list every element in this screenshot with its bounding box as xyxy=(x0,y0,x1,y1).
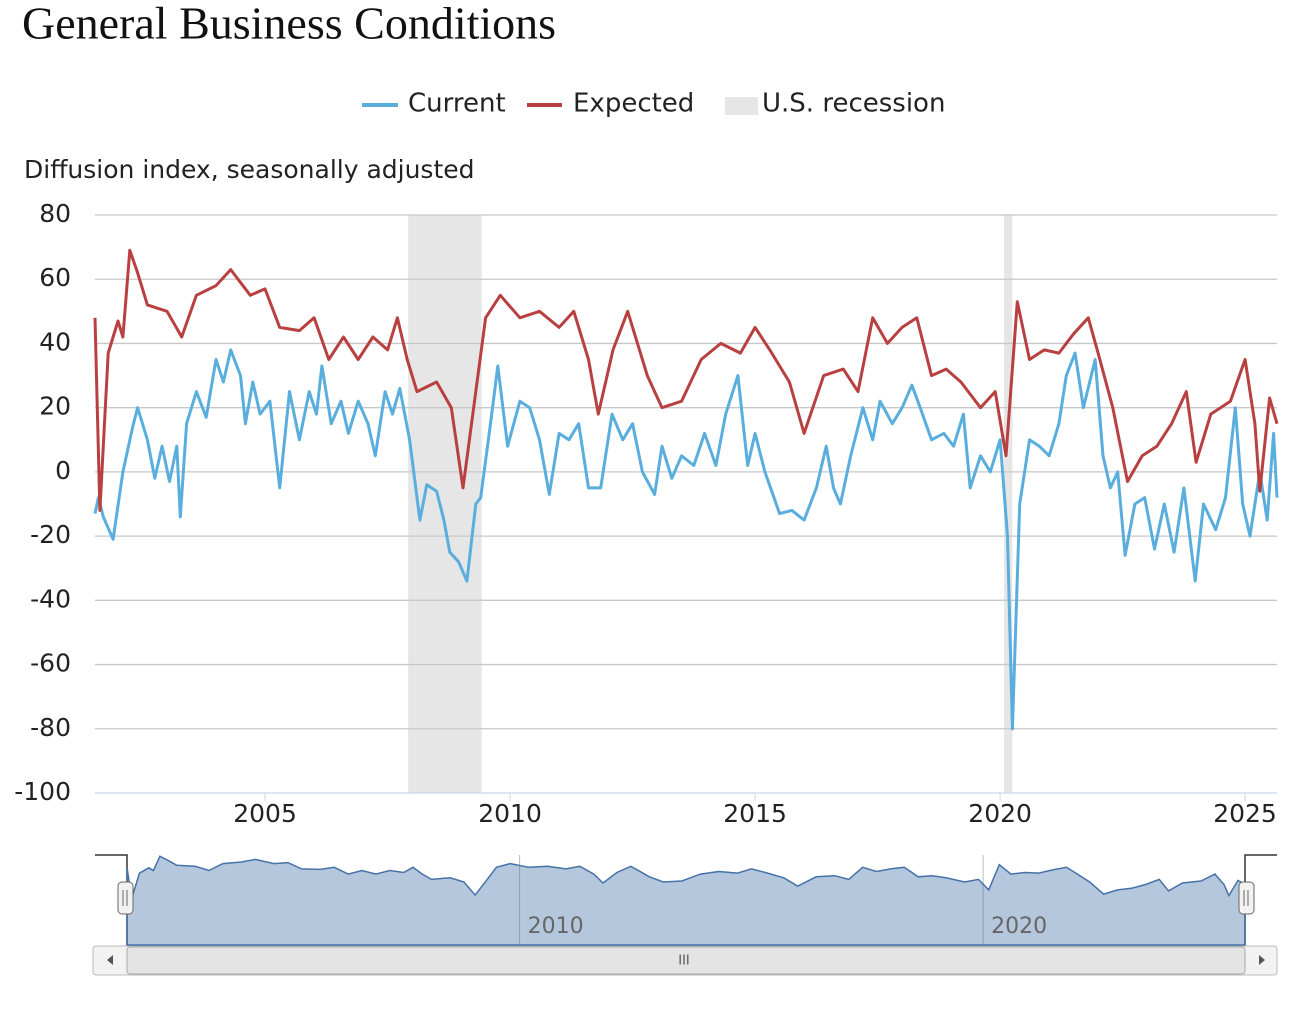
navigator-handle[interactable] xyxy=(1238,881,1255,915)
legend: Current Expected U.S. recession xyxy=(362,89,945,119)
y-tick-label: -80 xyxy=(30,713,71,742)
y-tick-label: 60 xyxy=(39,263,71,292)
legend-label[interactable]: Expected xyxy=(573,89,694,119)
y-axis-label: Diffusion index, seasonally adjusted xyxy=(24,155,475,184)
x-tick-label: 2025 xyxy=(1213,799,1277,828)
series-line xyxy=(93,348,1279,731)
x-tick-label: 2005 xyxy=(233,799,297,828)
navigator-tick-label: 2010 xyxy=(528,914,584,939)
recession-band xyxy=(408,215,482,793)
scrollbar-thumb[interactable] xyxy=(126,946,1246,975)
x-tick-label: 2020 xyxy=(968,799,1032,828)
y-tick-label: -40 xyxy=(30,584,71,613)
plot-area: -100 -80 -60 -40 -20 0 20 40 60 80 2005 2010 2015 202… xyxy=(14,199,1279,828)
navigator[interactable]: III xyxy=(92,854,1278,976)
x-tick-label: 2015 xyxy=(723,799,787,828)
y-tick-label: -100 xyxy=(14,777,71,806)
y-tick-label: -20 xyxy=(30,520,71,549)
y-tick-label: -60 xyxy=(30,649,71,678)
y-tick-label: 40 xyxy=(39,327,71,356)
legend-label[interactable]: Current xyxy=(408,89,506,119)
navigator-tick-label: 2020 xyxy=(991,914,1047,939)
navigator-area xyxy=(126,855,1246,946)
y-tick-label: 0 xyxy=(55,456,71,485)
recession-band xyxy=(1004,215,1013,793)
series-line xyxy=(93,248,1279,512)
navigator-bg xyxy=(127,855,1245,945)
legend-swatch xyxy=(725,97,758,115)
handle-grip xyxy=(122,890,128,906)
chart-title: General Business Conditions xyxy=(22,0,556,49)
y-tick-label: 20 xyxy=(39,392,71,421)
x-tick-label: 2010 xyxy=(478,799,542,828)
legend-label[interactable]: U.S. recession xyxy=(762,89,945,119)
navigator-handle[interactable] xyxy=(117,881,134,915)
handle-grip xyxy=(1243,890,1249,906)
y-tick-label: 80 xyxy=(39,199,71,228)
grip: III xyxy=(678,954,690,969)
